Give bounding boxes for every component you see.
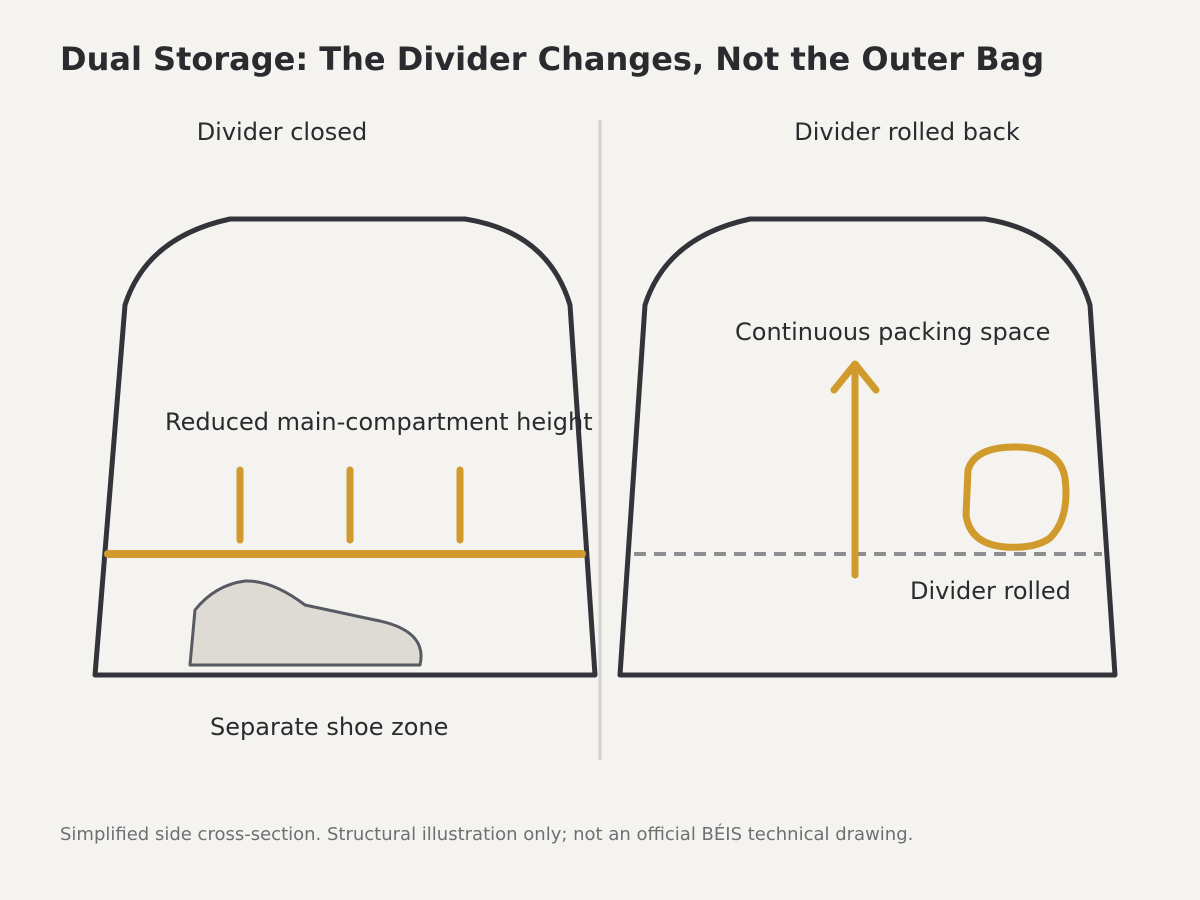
divider-rolled-annotation: Divider rolled	[910, 577, 1071, 605]
left-bag-outline	[92, 216, 598, 678]
right-bag	[617, 216, 1118, 678]
shoe-icon	[188, 579, 423, 667]
left-panel-label: Divider closed	[197, 118, 368, 146]
arrow-up-icon	[830, 360, 880, 579]
footnote: Simplified side cross-section. Structura…	[60, 823, 913, 845]
right-panel-label: Divider rolled back	[794, 118, 1020, 146]
rolled-divider-icon	[962, 443, 1070, 551]
left-bag	[92, 216, 598, 678]
reduced-height-annotation: Reduced main-compartment height	[165, 408, 593, 436]
shoe-zone-annotation: Separate shoe zone	[210, 713, 448, 741]
page-title: Dual Storage: The Divider Changes, Not t…	[60, 40, 1044, 78]
continuous-space-annotation: Continuous packing space	[735, 318, 1050, 346]
right-bag-outline	[617, 216, 1118, 678]
